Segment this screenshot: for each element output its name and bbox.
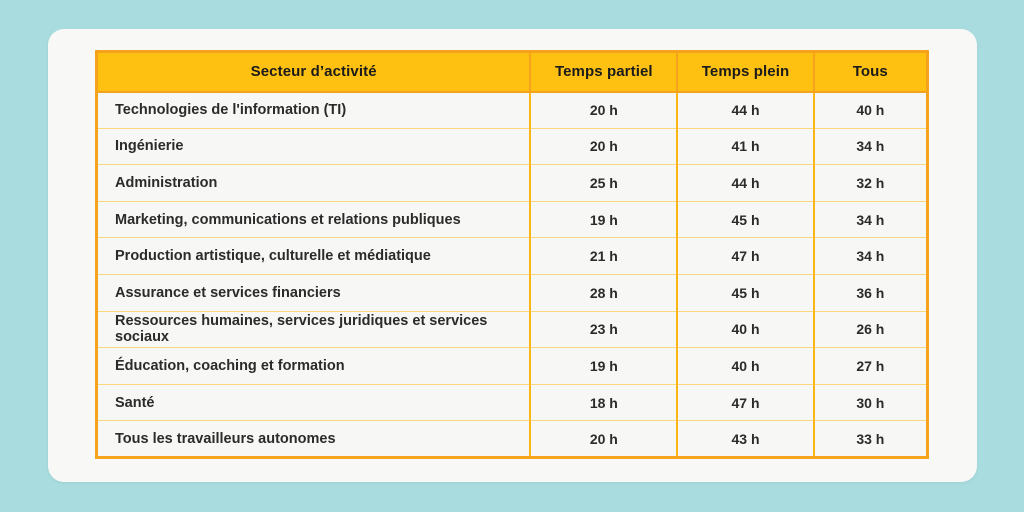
sector-cell: Marketing, communications et relations p… <box>96 200 531 238</box>
header-all: Tous <box>812 51 928 93</box>
all-hours-cell: 36 h <box>812 273 928 312</box>
sector-cell: Ingénierie <box>96 127 531 165</box>
sector-cell: Santé <box>96 383 531 421</box>
all-hours-cell: 33 h <box>812 420 928 458</box>
sector-cell: Ressources humaines, services juridiques… <box>96 310 531 348</box>
sector-cell: Assurance et services financiers <box>96 273 531 312</box>
header-sector: Secteur d’activité <box>96 51 531 93</box>
part-time-hours-cell: 20 h <box>529 420 678 458</box>
part-time-hours-cell: 19 h <box>529 347 678 385</box>
header-full-time: Temps plein <box>676 51 814 93</box>
table-row: Santé 18 h 47 h 30 h <box>96 383 928 421</box>
part-time-hours-cell: 28 h <box>529 273 678 312</box>
full-time-hours-cell: 41 h <box>676 127 814 165</box>
full-time-hours-cell: 40 h <box>676 347 814 385</box>
sector-cell: Administration <box>96 164 531 202</box>
part-time-hours-cell: 20 h <box>529 91 678 129</box>
table-row: Ressources humaines, services juridiques… <box>96 310 928 348</box>
part-time-hours-cell: 20 h <box>529 127 678 165</box>
part-time-hours-cell: 25 h <box>529 164 678 202</box>
all-hours-cell: 30 h <box>812 383 928 421</box>
full-time-hours-cell: 45 h <box>676 273 814 312</box>
table-body: Technologies de l'information (TI) 20 h 44… <box>96 91 928 458</box>
full-time-hours-cell: 43 h <box>676 420 814 458</box>
table-row: Administration 25 h 44 h 32 h <box>96 164 928 202</box>
table-row: Marketing, communications et relations p… <box>96 200 928 238</box>
full-time-hours-cell: 44 h <box>676 91 814 129</box>
full-time-hours-cell: 40 h <box>676 310 814 348</box>
all-hours-cell: 32 h <box>812 164 928 202</box>
sector-cell: Tous les travailleurs autonomes <box>96 420 531 458</box>
full-time-hours-cell: 45 h <box>676 200 814 238</box>
table-row: Ingénierie 20 h 41 h 34 h <box>96 127 928 165</box>
full-time-hours-cell: 44 h <box>676 164 814 202</box>
all-hours-cell: 34 h <box>812 127 928 165</box>
all-hours-cell: 27 h <box>812 347 928 385</box>
part-time-hours-cell: 21 h <box>529 237 678 275</box>
part-time-hours-cell: 19 h <box>529 200 678 238</box>
part-time-hours-cell: 23 h <box>529 310 678 348</box>
card: Secteur d’activité Temps partiel Temps p… <box>48 29 977 482</box>
full-time-hours-cell: 47 h <box>676 383 814 421</box>
part-time-hours-cell: 18 h <box>529 383 678 421</box>
header-part-time: Temps partiel <box>529 51 678 93</box>
table-header: Secteur d’activité Temps partiel Temps p… <box>96 51 928 93</box>
sector-cell: Éducation, coaching et formation <box>96 347 531 385</box>
all-hours-cell: 40 h <box>812 91 928 129</box>
header-row: Secteur d’activité Temps partiel Temps p… <box>96 51 928 93</box>
sector-cell: Technologies de l'information (TI) <box>96 91 531 129</box>
all-hours-cell: 34 h <box>812 237 928 275</box>
table-row: Éducation, coaching et formation 19 h 40 h… <box>96 347 928 385</box>
all-hours-cell: 34 h <box>812 200 928 238</box>
table-row: Production artistique, culturelle et méd… <box>96 237 928 275</box>
hours-by-sector-table: Secteur d’activité Temps partiel Temps p… <box>95 50 929 459</box>
sector-cell: Production artistique, culturelle et méd… <box>96 237 531 275</box>
table-row: Technologies de l'information (TI) 20 h 44… <box>96 91 928 129</box>
all-hours-cell: 26 h <box>812 310 928 348</box>
full-time-hours-cell: 47 h <box>676 237 814 275</box>
table-row: Assurance et services financiers 28 h 45 h… <box>96 273 928 312</box>
